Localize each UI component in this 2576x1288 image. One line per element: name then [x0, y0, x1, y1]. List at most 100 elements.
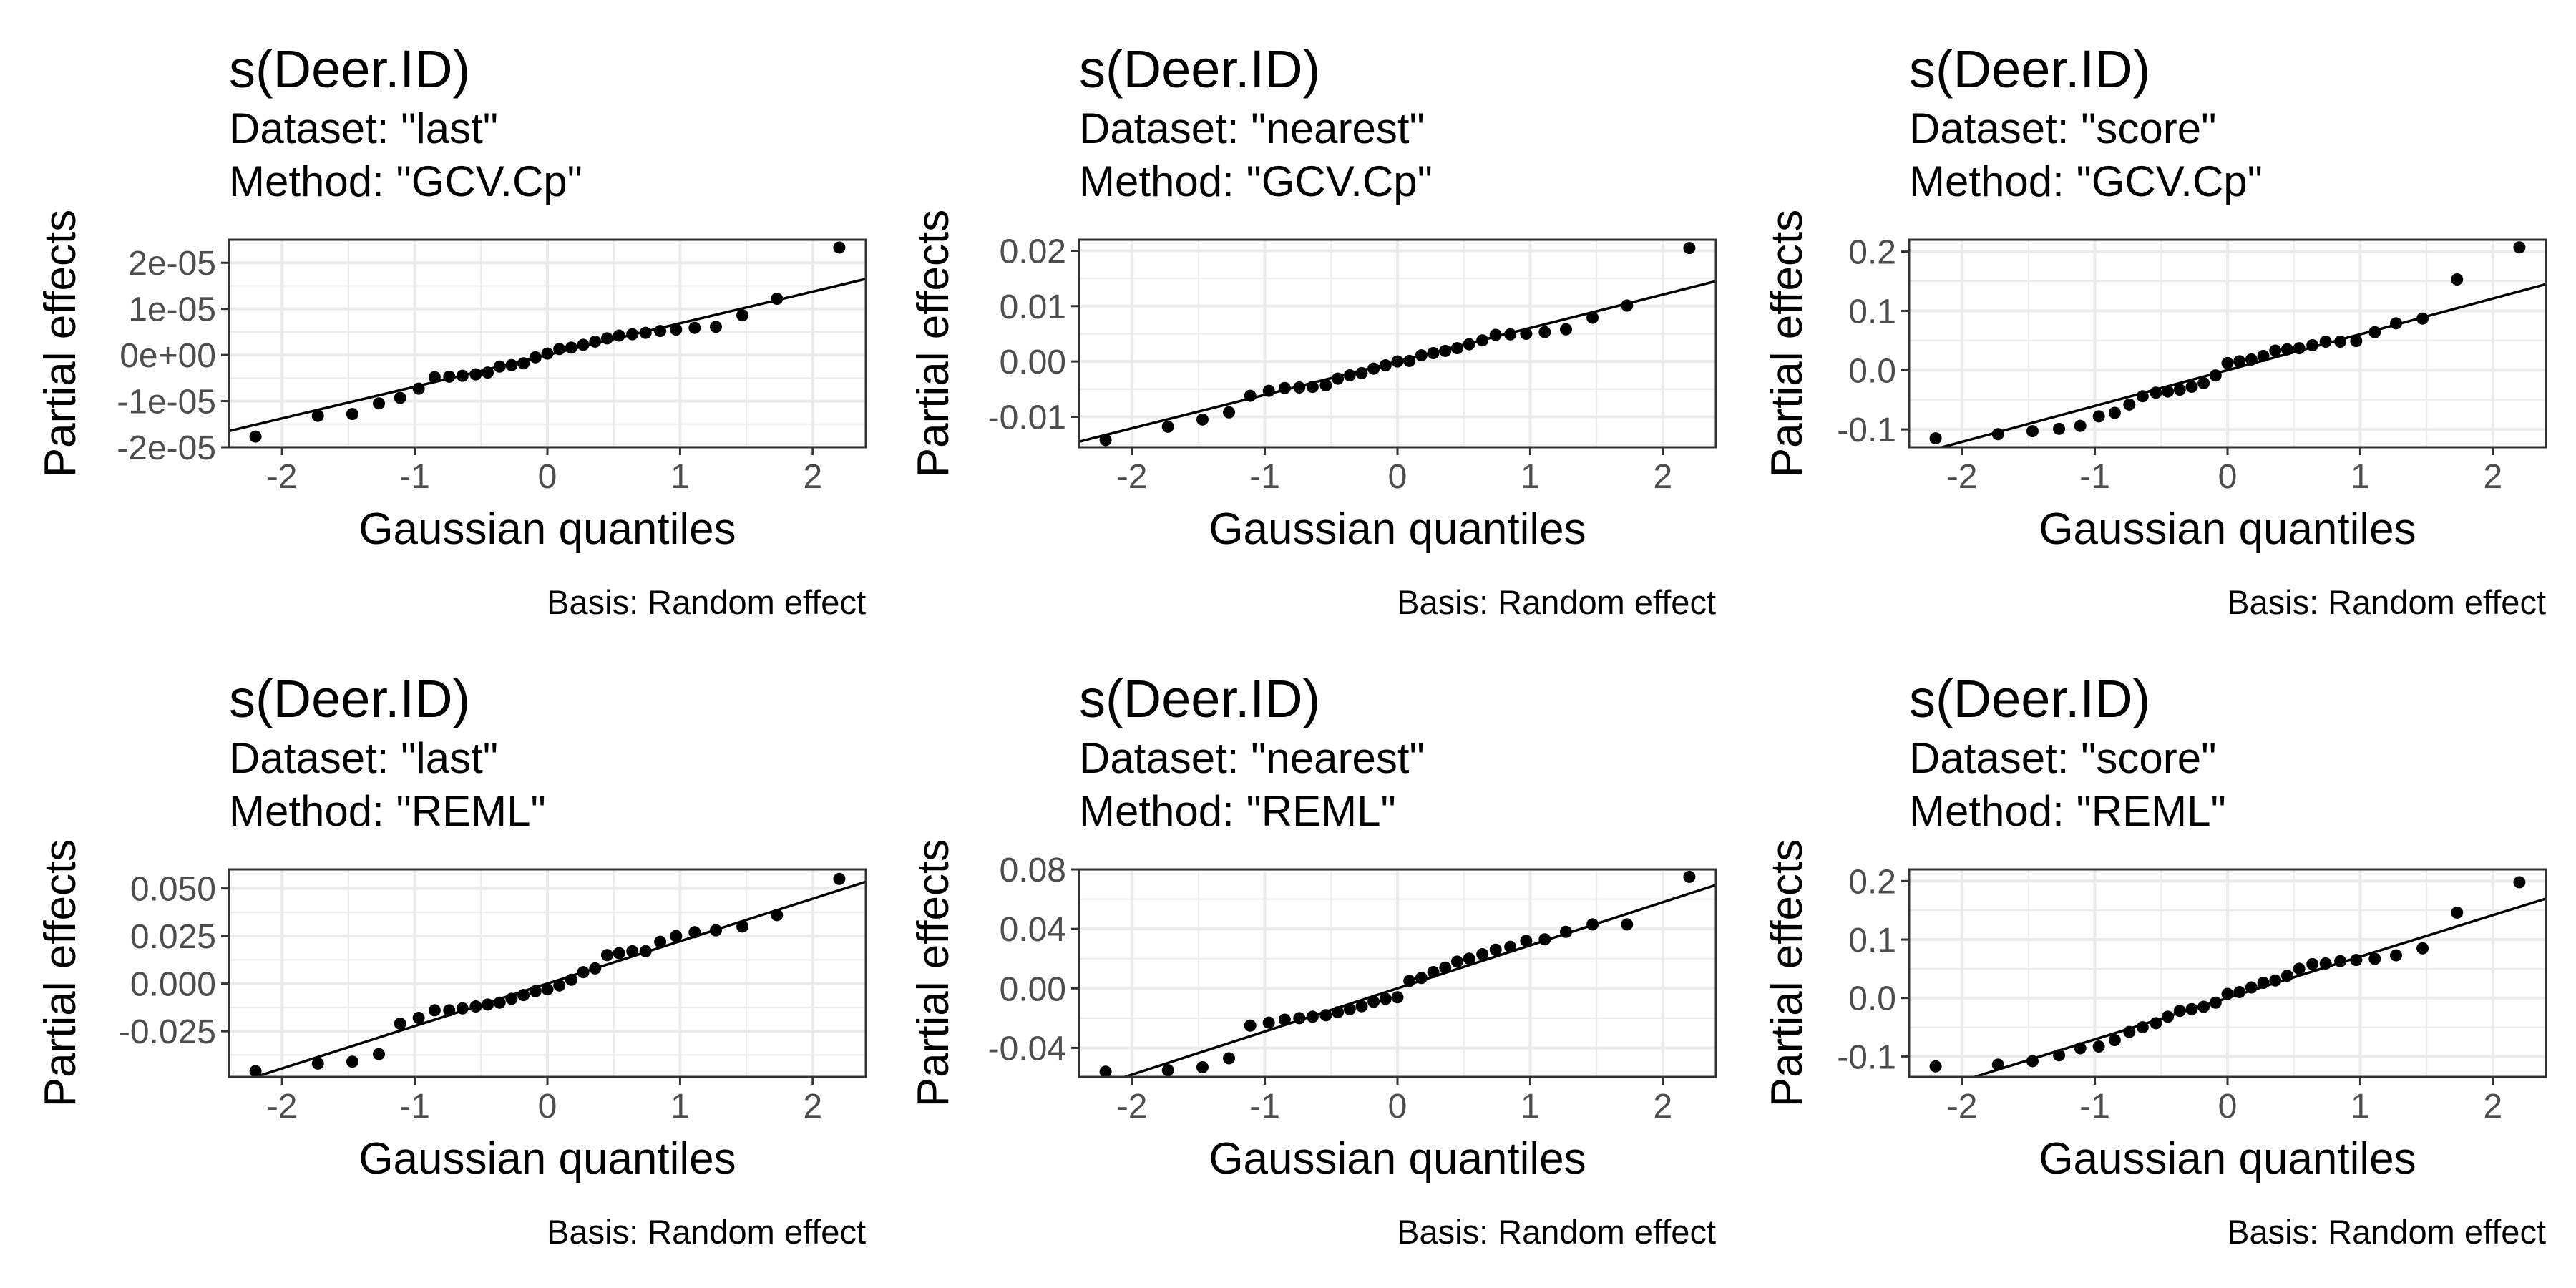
data-point: [1415, 972, 1428, 985]
data-point: [709, 924, 722, 937]
data-point: [600, 949, 613, 962]
data-point: [1520, 935, 1533, 947]
data-point: [1244, 1019, 1257, 1032]
chart-caption: Basis: Random effect: [2227, 1213, 2546, 1251]
data-point: [1332, 372, 1345, 385]
qq-reference-line: [1937, 283, 2546, 447]
chart-subtitle-line: Method: "GCV.Cp": [1079, 157, 1433, 205]
chart-panel-6: s(Deer.ID) Dataset: "score" Method: "REML"…: [1762, 669, 2547, 1251]
x-tick-label: 1: [1521, 1088, 1540, 1126]
data-point: [2451, 273, 2464, 286]
data-point: [493, 360, 506, 373]
data-point: [394, 1018, 406, 1030]
data-point: [2334, 336, 2347, 348]
data-point: [2389, 949, 2402, 962]
data-point: [2269, 344, 2282, 357]
data-point: [2257, 349, 2270, 362]
chart-caption: Basis: Random effect: [1397, 583, 1716, 621]
data-point: [2293, 342, 2306, 355]
plot-area: [229, 240, 866, 447]
data-point: [589, 962, 602, 975]
y-axis-label: Partial effects: [36, 839, 85, 1107]
data-point: [541, 347, 554, 360]
y-tick-label: 0.000: [130, 966, 216, 1004]
data-point: [1196, 413, 1209, 426]
chart-title: s(Deer.ID): [1079, 39, 1320, 99]
data-point: [1391, 991, 1404, 1004]
data-point: [565, 973, 577, 986]
x-axis-label: Gaussian quantiles: [358, 1134, 736, 1184]
x-tick-label: 2: [2483, 458, 2502, 496]
data-point: [1991, 1058, 2004, 1071]
data-point: [1586, 311, 1599, 324]
y-tick-label: 2e-05: [128, 245, 216, 283]
chart-panel-5: s(Deer.ID) Dataset: "nearest" Method: "REM…: [909, 669, 1717, 1251]
data-point: [1355, 1000, 1368, 1013]
data-point: [2245, 981, 2258, 994]
data-point: [1391, 355, 1404, 368]
x-axis-label: Gaussian quantiles: [2039, 1134, 2416, 1184]
chart-caption: Basis: Random effect: [547, 583, 866, 621]
chart-title: s(Deer.ID): [229, 669, 470, 728]
data-point: [2136, 1021, 2149, 1034]
chart-caption: Basis: Random effect: [2227, 583, 2546, 621]
data-point: [688, 926, 701, 939]
data-point: [1621, 299, 1634, 312]
data-point: [412, 382, 425, 395]
data-point: [1427, 347, 1440, 360]
x-tick-label: -1: [399, 458, 430, 496]
data-point: [1403, 354, 1416, 367]
data-point: [2123, 1025, 2136, 1038]
y-tick-label: -0.04: [988, 1030, 1066, 1068]
x-axis-label: Gaussian quantiles: [358, 504, 736, 554]
x-tick-label: 0: [2218, 1088, 2238, 1126]
x-tick-label: 1: [2351, 458, 2370, 496]
data-point: [2280, 970, 2293, 982]
plot-area: [229, 869, 866, 1077]
data-point: [2150, 386, 2162, 399]
chart-subtitle-line: Method: "REML": [1079, 787, 1396, 835]
data-point: [1343, 1002, 1356, 1015]
data-point: [505, 358, 518, 371]
x-tick-label: -2: [1117, 458, 1148, 496]
data-point: [613, 329, 625, 342]
data-point: [1929, 1060, 1942, 1073]
data-point: [2026, 1055, 2039, 1068]
data-point: [2173, 1005, 2186, 1018]
x-tick-label: 2: [803, 1088, 822, 1126]
data-point: [482, 998, 494, 1011]
y-tick-label: 0.2: [1848, 863, 1896, 901]
data-point: [1379, 992, 1392, 1005]
data-point: [626, 945, 639, 957]
y-tick-label: 0.0: [1848, 352, 1896, 390]
data-point: [412, 1012, 425, 1025]
data-point: [2108, 406, 2121, 419]
x-tick-label: -1: [2079, 1088, 2110, 1126]
data-point: [1196, 1060, 1209, 1073]
data-point: [2209, 996, 2222, 1009]
data-point: [626, 328, 639, 341]
chart-panel-1: s(Deer.ID) Dataset: "last" Method: "GCV.Cp…: [36, 39, 867, 621]
x-axis-label: Gaussian quantiles: [1209, 504, 1586, 554]
chart-subtitle-line: Method: "GCV.Cp": [1909, 157, 2263, 205]
chart-title: s(Deer.ID): [1909, 669, 2150, 728]
x-axis-label: Gaussian quantiles: [1209, 1134, 1586, 1184]
data-point: [1367, 995, 1380, 1008]
plot-area: [1079, 240, 1716, 447]
chart-panel-4: s(Deer.ID) Dataset: "last" Method: "REML" -…: [36, 669, 867, 1251]
y-tick-label: -2e-05: [117, 429, 216, 467]
data-point: [1489, 328, 1502, 341]
data-point: [2306, 957, 2319, 970]
data-point: [1439, 344, 1452, 357]
data-point: [1450, 955, 1463, 968]
x-tick-label: 0: [1388, 458, 1407, 496]
data-point: [2513, 241, 2526, 254]
data-point: [346, 1055, 358, 1068]
y-tick-label: 0.08: [1000, 852, 1066, 889]
data-point: [249, 430, 262, 443]
data-point: [2123, 398, 2136, 411]
data-point: [1099, 1065, 1112, 1077]
x-tick-label: 1: [670, 1088, 690, 1126]
x-tick-label: -1: [1249, 1088, 1280, 1126]
data-point: [2074, 1042, 2087, 1055]
